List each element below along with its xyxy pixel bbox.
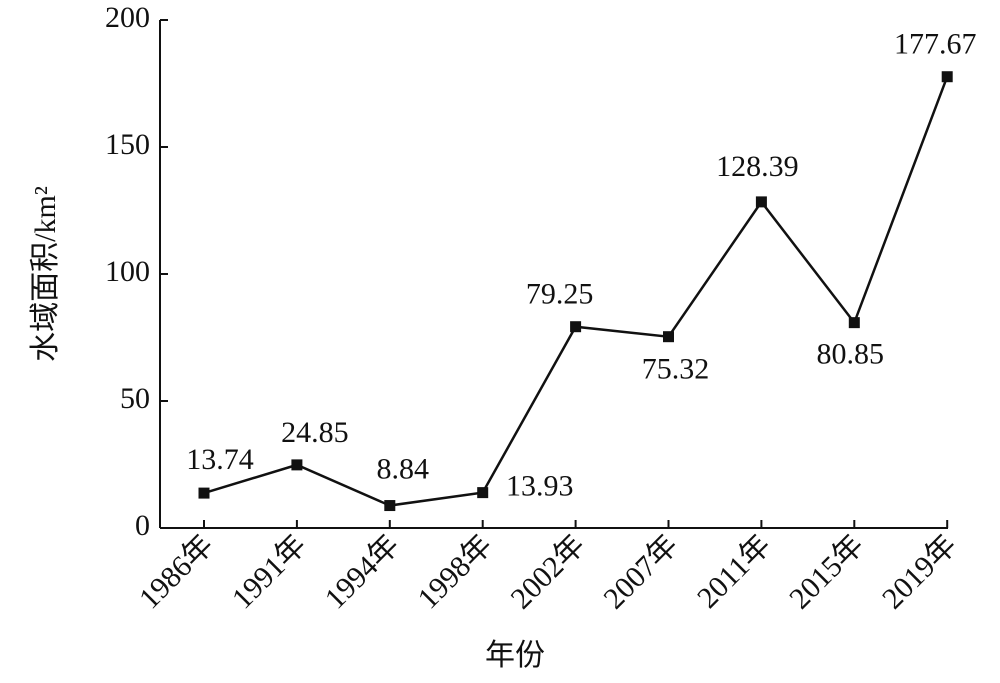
data-label: 128.39 (716, 150, 799, 183)
data-point (941, 71, 953, 83)
data-label: 8.84 (377, 452, 430, 485)
x-tick-label: 1998年 (412, 528, 499, 615)
x-tick-label: 2015年 (783, 528, 870, 615)
data-point (384, 500, 396, 512)
x-tick-label: 1991年 (226, 528, 313, 615)
data-label: 13.74 (186, 443, 254, 476)
x-tick-label: 2011年 (691, 528, 777, 614)
data-label: 80.85 (817, 338, 885, 371)
data-point (848, 317, 860, 329)
y-axis-label: 水域面积/km² (29, 186, 62, 362)
y-tick-label: 150 (105, 128, 150, 161)
data-point (570, 321, 582, 333)
x-tick-label: 2019年 (876, 528, 963, 615)
data-label: 13.93 (506, 470, 574, 503)
data-label: 79.25 (526, 278, 594, 311)
y-tick-label: 50 (120, 382, 150, 415)
y-tick-label: 200 (105, 1, 150, 34)
data-label: 24.85 (281, 416, 349, 449)
data-label: 177.67 (894, 28, 977, 61)
data-point (755, 196, 767, 208)
data-point (477, 487, 489, 499)
data-label: 75.32 (642, 353, 710, 386)
x-tick-label: 1994年 (319, 528, 406, 615)
y-tick-label: 100 (105, 255, 150, 288)
x-tick-label: 2007年 (597, 528, 684, 615)
data-point (663, 331, 674, 343)
x-axis-label: 年份 (485, 639, 545, 672)
x-tick-label: 2002年 (504, 528, 591, 615)
data-point (198, 487, 210, 499)
y-tick-label: 0 (135, 509, 150, 542)
data-point (291, 459, 303, 471)
